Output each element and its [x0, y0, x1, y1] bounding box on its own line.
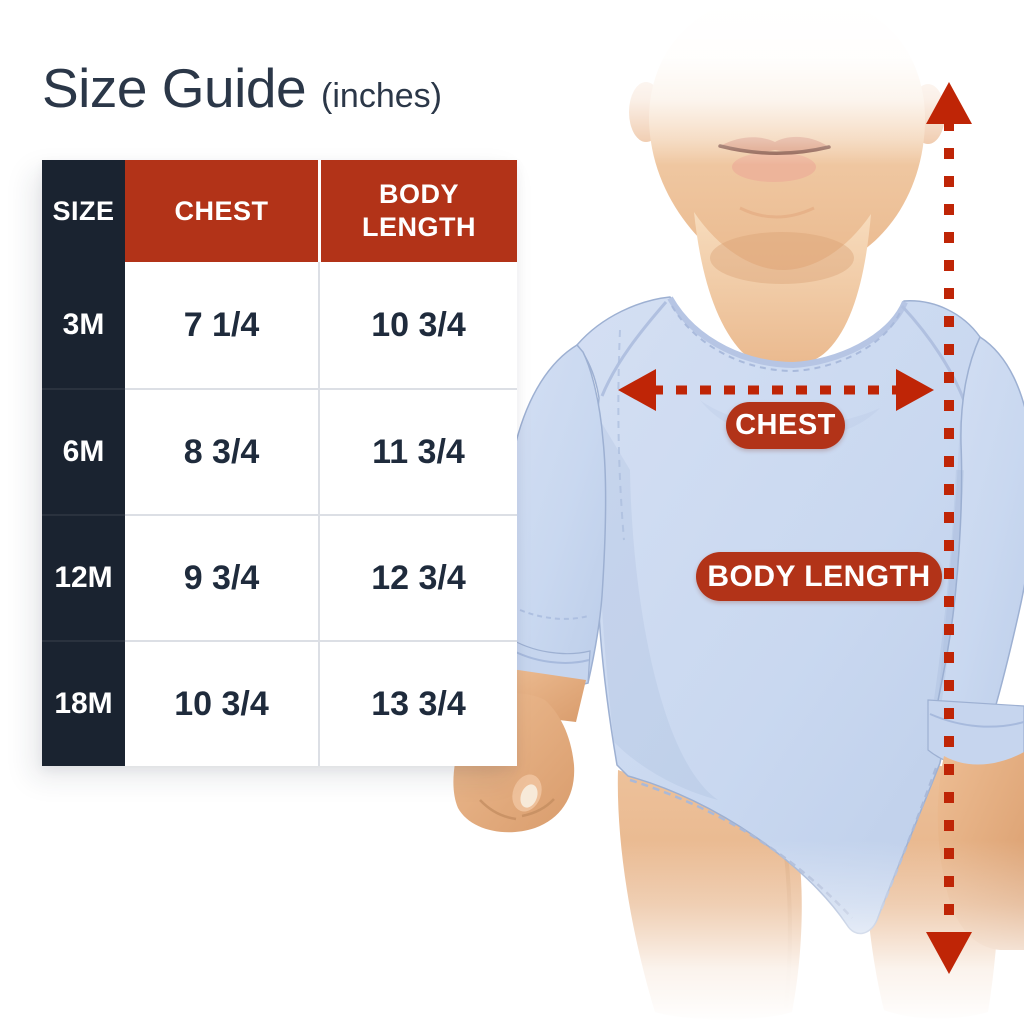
page-title-unit: (inches) [321, 77, 442, 115]
cell-12m-body-length: 12 3/4 [318, 514, 517, 640]
bodysuit-right-sleeve [927, 335, 1024, 770]
body-length-measurement-label: BODY LENGTH [696, 552, 942, 601]
chest-measurement-label: CHEST [726, 402, 845, 449]
cell-18m-chest: 10 3/4 [125, 640, 318, 766]
row-size-3m: 3M [42, 262, 125, 388]
body-length-arrow-icon [926, 82, 972, 974]
cell-3m-body-length: 10 3/4 [318, 262, 517, 388]
row-size-18m: 18M [42, 640, 125, 766]
thumbnail [520, 784, 538, 808]
page-title-text: Size Guide [42, 57, 307, 119]
column-header-size: SIZE [42, 160, 125, 262]
right-sleeve-cuff [927, 699, 1024, 770]
photo-fade-top [535, 0, 1024, 165]
row-size-12m: 12M [42, 514, 125, 640]
column-header-chest: CHEST [125, 160, 318, 262]
row-size-6m: 6M [42, 388, 125, 514]
size-table: SIZE CHEST BODY LENGTH 3M 7 1/4 10 3/4 6… [42, 160, 517, 766]
baby-neck [694, 212, 871, 367]
cell-3m-chest: 7 1/4 [125, 262, 318, 388]
cell-12m-chest: 9 3/4 [125, 514, 318, 640]
chest-width-arrow-icon [618, 369, 934, 411]
column-header-body-length: BODY LENGTH [318, 160, 517, 262]
cell-6m-chest: 8 3/4 [125, 388, 318, 514]
cell-6m-body-length: 11 3/4 [318, 388, 517, 514]
page-title: Size Guide (inches) [42, 56, 442, 120]
cell-18m-body-length: 13 3/4 [318, 640, 517, 766]
